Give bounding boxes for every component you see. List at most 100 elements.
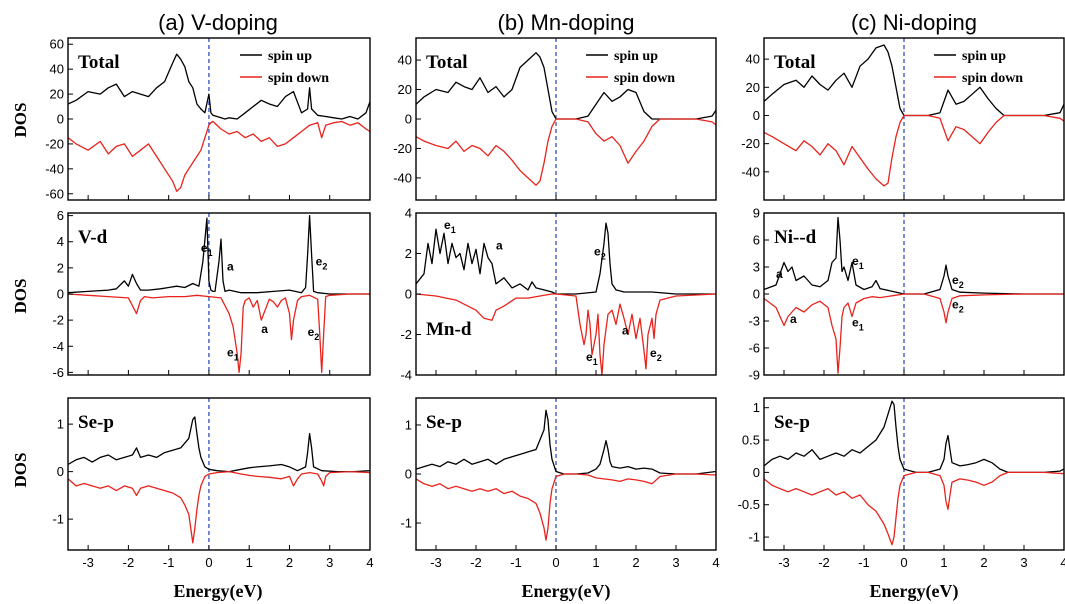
column-title-v-doping: (a) V-doping: [158, 10, 278, 35]
y-tick-label: 2: [57, 260, 64, 275]
y-tick-label: 6: [753, 233, 760, 248]
orbital-annotation: e2: [952, 273, 964, 290]
orbital-annotation: e2: [650, 346, 662, 363]
y-tick-label: -0.5: [738, 497, 760, 512]
orbital-annotation: e2: [308, 325, 320, 342]
y-tick-label: 40: [50, 62, 64, 77]
y-tick-label: 0: [753, 465, 760, 480]
row-ylabel-total: DOS: [11, 103, 30, 138]
y-tick-label: 1: [753, 400, 760, 415]
x-tick-label: 0: [205, 555, 212, 570]
y-tick-label: -40: [741, 164, 760, 179]
plot-frame: [763, 397, 1065, 551]
y-tick-label: 0: [753, 287, 760, 302]
x-axis-label-b: Energy(eV): [522, 581, 611, 602]
orbital-annotation: e2: [952, 297, 964, 314]
column-title-mn-doping: (b) Mn-doping: [498, 10, 635, 35]
orbital-annotation: a: [261, 322, 268, 336]
x-tick-label: 2: [286, 555, 293, 570]
orbital-annotation: a: [776, 267, 783, 281]
spin-up-line: [763, 44, 1065, 117]
y-tick-label: 0: [405, 467, 412, 482]
panel-mn-doping-se-p: -1 0 1 -3 -2 -1 0 1 2 3 4 Se-p: [400, 397, 720, 570]
panel-ni-doping-total: -40 -20 0 20 40 Total spin up spin down: [741, 37, 1065, 201]
spin-down-line: [67, 470, 371, 544]
x-tick-label: 4: [712, 555, 719, 570]
y-tick-label: -1: [400, 516, 412, 531]
spin-up-line: [415, 52, 717, 120]
panel-mn-doping-total: -40 -20 0 20 40 Total spin up spin down: [393, 37, 717, 201]
spin-down-line: [67, 293, 370, 374]
legend-label-spin-down: spin down: [962, 71, 1023, 86]
y-tick-label: 0: [405, 112, 412, 127]
panel-v-doping-d: -6 -4 -2 0 2 4 6 V-d e1 a e2 e1 a e2: [52, 208, 371, 380]
spin-up-line: [415, 409, 717, 475]
y-tick-label: 0: [753, 108, 760, 123]
row-ylabel-d: DOS: [11, 279, 30, 314]
orbital-annotation: e1: [201, 241, 213, 258]
spin-down-line: [67, 120, 371, 192]
spin-down-line: [763, 114, 1065, 187]
x-axis-label-a: Energy(eV): [174, 581, 263, 602]
x-tick-label: 3: [1020, 555, 1027, 570]
x-tick-label: -1: [858, 555, 870, 570]
x-tick-label: 4: [1060, 555, 1065, 570]
legend-label-spin-down: spin down: [268, 71, 329, 86]
y-tick-label: 60: [50, 37, 64, 52]
x-tick-label: 1: [940, 555, 947, 570]
y-tick-label: -20: [393, 141, 412, 156]
orbital-annotation: e1: [227, 346, 239, 363]
x-tick-label: -2: [818, 555, 830, 570]
panel-ni-doping-se-p: -1 -0.5 0 0.5 1 -3 -2 -1 0 1 2 3 4 Se-p: [738, 397, 1065, 570]
orbital-annotation: e1: [444, 218, 456, 235]
orbital-annotation: a: [227, 259, 234, 273]
y-tick-label: 20: [746, 80, 760, 95]
x-tick-label: -3: [82, 555, 94, 570]
spin-down-line: [763, 293, 1064, 374]
plot-frame: [763, 37, 1065, 201]
panel-label: Mn-d: [426, 319, 472, 340]
y-tick-label: -3: [748, 314, 760, 329]
y-tick-label: 0: [57, 464, 64, 479]
y-tick-label: -4: [400, 368, 412, 383]
y-tick-label: 3: [753, 260, 760, 275]
y-tick-label: -2: [52, 313, 64, 328]
x-tick-label: -2: [470, 555, 482, 570]
panel-label: Se-p: [426, 412, 462, 433]
x-tick-label: 0: [900, 555, 907, 570]
spin-up-line: [67, 416, 371, 473]
legend-label-spin-down: spin down: [614, 71, 675, 86]
column-title-ni-doping: (c) Ni-doping: [851, 10, 977, 35]
orbital-annotation: e1: [586, 350, 598, 367]
orbital-annotation: e1: [852, 315, 864, 332]
panel-label: Se-p: [78, 412, 114, 433]
y-tick-label: -1: [52, 512, 64, 527]
orbital-annotation: a: [790, 312, 797, 326]
x-tick-label: 3: [672, 555, 679, 570]
x-axis-label-c: Energy(eV): [870, 581, 959, 602]
orbital-annotation: e2: [594, 245, 606, 262]
y-tick-label: -20: [45, 136, 64, 151]
y-tick-label: -40: [45, 161, 64, 176]
spin-up-line: [67, 214, 370, 295]
spin-down-line: [415, 473, 717, 541]
panel-v-doping-total: -60 -40 -20 0 20 40 60 Total spin up spin down: [45, 37, 371, 201]
panel-label: Ni--d: [774, 227, 817, 248]
x-tick-label: -1: [510, 555, 522, 570]
x-tick-label: -1: [163, 555, 175, 570]
y-tick-label: -1: [748, 530, 760, 545]
spin-down-line: [763, 471, 1065, 546]
panel-label: Total: [426, 52, 468, 73]
spin-up-line: [763, 400, 1065, 474]
y-tick-label: 4: [57, 234, 64, 249]
y-tick-label: -6: [748, 341, 760, 356]
y-tick-label: 0: [405, 287, 412, 302]
y-tick-label: 40: [398, 53, 412, 68]
y-tick-label: 0.5: [742, 433, 760, 448]
row-ylabel-se-p: DOS: [11, 453, 30, 488]
y-tick-label: -4: [52, 339, 64, 354]
orbital-annotation: a: [496, 238, 503, 252]
y-tick-label: 20: [398, 82, 412, 97]
